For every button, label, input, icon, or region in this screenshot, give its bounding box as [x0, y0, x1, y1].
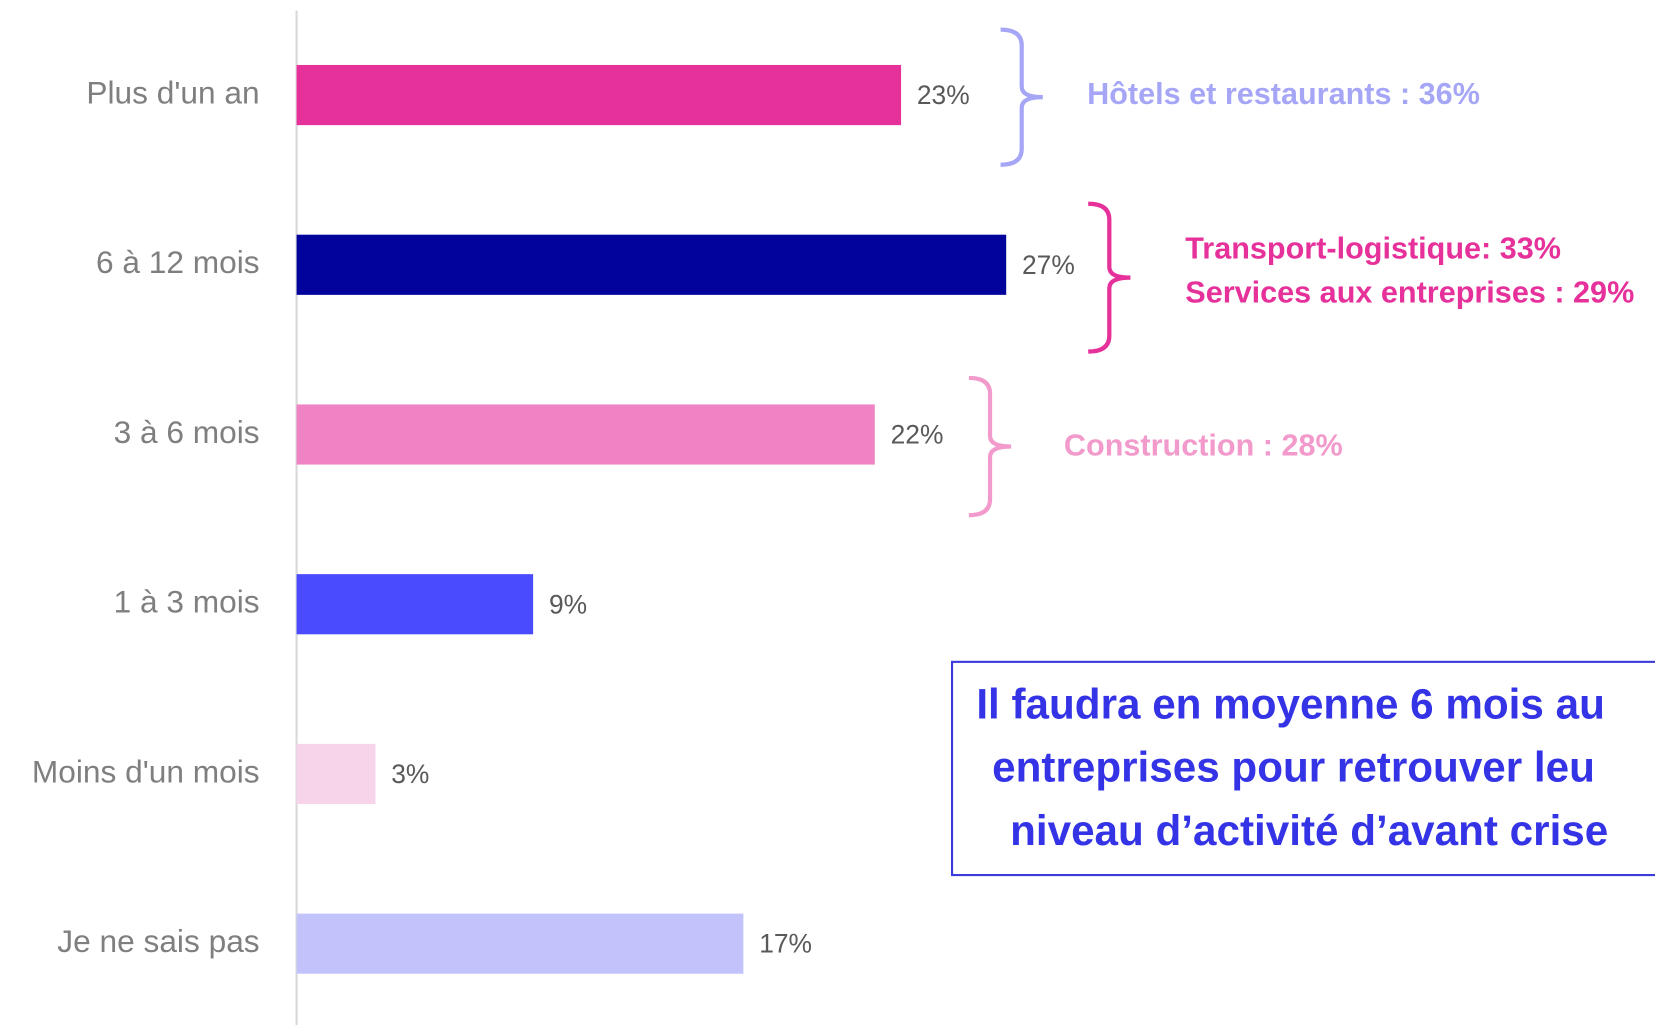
category-label: 1 à 3 mois — [114, 584, 260, 620]
bar — [296, 743, 376, 805]
brace — [1000, 27, 1043, 167]
annotation-text: Transport-logistique: 33% — [1185, 231, 1561, 265]
value-label: 3% — [391, 759, 429, 789]
callout-text: Il faudra en moyenne 6 mois au — [976, 680, 1605, 727]
category-label: Moins d'un mois — [32, 753, 260, 789]
bar — [296, 404, 875, 465]
bar — [296, 913, 744, 974]
value-label: 22% — [891, 420, 944, 450]
bar — [296, 64, 902, 126]
callout-text: niveau d’activité d’avant crise — [1010, 807, 1608, 854]
value-label: 9% — [549, 589, 587, 619]
value-label: 23% — [917, 80, 970, 110]
callout-text: entreprises pour retrouver leu — [992, 744, 1595, 791]
annotation-text: Hôtels et restaurants : 36% — [1087, 77, 1480, 111]
category-label: 6 à 12 mois — [96, 244, 260, 280]
category-label: Plus d'un an — [86, 74, 259, 110]
brace — [1088, 201, 1131, 354]
value-label: 17% — [759, 929, 812, 959]
bar — [296, 234, 1007, 295]
category-label: Je ne sais pas — [57, 923, 259, 959]
category-label: 3 à 6 mois — [114, 414, 260, 450]
annotation-text: Construction : 28% — [1064, 429, 1343, 463]
annotation-text: Services aux entreprises : 29% — [1185, 276, 1634, 310]
value-label: 27% — [1022, 250, 1075, 280]
bar — [296, 574, 534, 635]
callout-box — [950, 660, 1655, 877]
brace — [968, 375, 1012, 518]
